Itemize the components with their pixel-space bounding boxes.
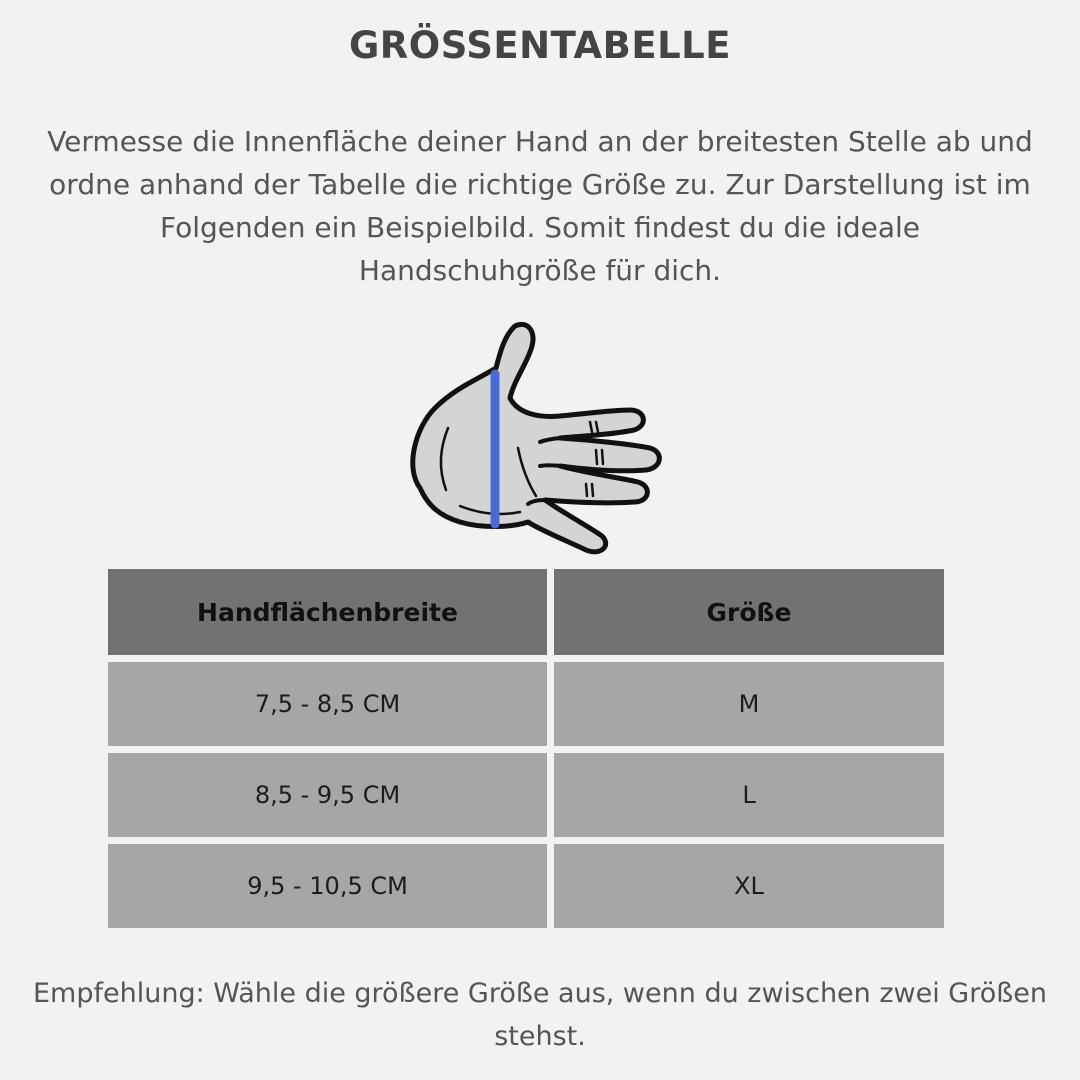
- page-title: GRÖSSENTABELLE: [348, 24, 732, 67]
- palm-line: [439, 426, 450, 492]
- crease: [594, 448, 605, 466]
- header-size: Größe: [554, 569, 944, 655]
- recommendation-note: Empfehlung: Wähle die größere Größe aus,…: [32, 978, 1047, 1052]
- palm-line: [516, 446, 538, 498]
- finger-line: [538, 463, 562, 468]
- cell-palm-width: 9,5 - 10,5 CM: [108, 844, 547, 928]
- palm-line: [458, 504, 522, 516]
- hand-outline: [410, 322, 662, 555]
- crease: [588, 420, 600, 434]
- cell-size: M: [554, 662, 944, 746]
- finger-line: [538, 436, 562, 444]
- table-row: 7,5 - 8,5 CM M: [108, 662, 944, 746]
- cell-size: XL: [554, 844, 944, 928]
- finger-line: [526, 498, 547, 506]
- table-row: 9,5 - 10,5 CM XL: [108, 844, 944, 928]
- table-header-row: Handflächenbreite Größe: [108, 569, 944, 655]
- crease: [584, 482, 595, 498]
- header-palm-width: Handflächenbreite: [108, 569, 547, 655]
- table-row: 8,5 - 9,5 CM L: [108, 753, 944, 837]
- size-table: Handflächenbreite Größe 7,5 - 8,5 CM M 8…: [108, 569, 944, 935]
- cell-size: L: [554, 753, 944, 837]
- cell-palm-width: 8,5 - 9,5 CM: [108, 753, 547, 837]
- cell-palm-width: 7,5 - 8,5 CM: [108, 662, 547, 746]
- hand-palm-icon: [410, 322, 662, 555]
- intro-text: Vermesse die Innenfläche deiner Hand an …: [47, 125, 1033, 287]
